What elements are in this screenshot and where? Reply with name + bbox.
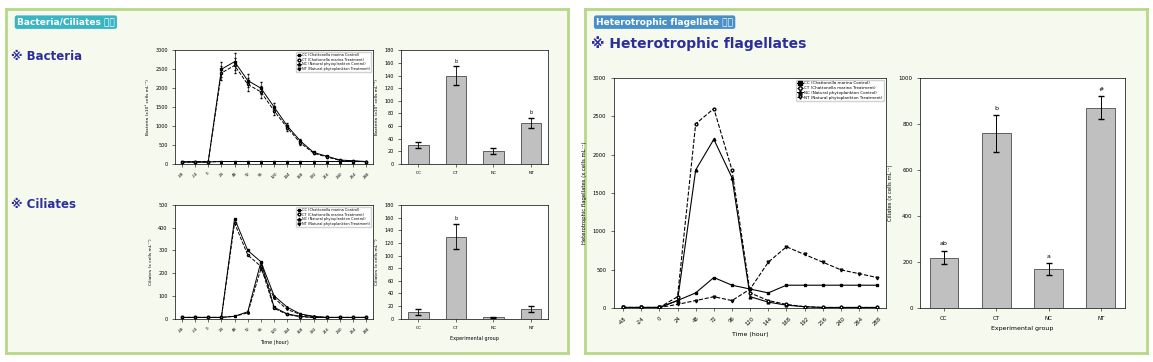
Legend: CC (Chattonella marina Control), CT (Chattonella marina Treatment), NC (Natural : CC (Chattonella marina Control), CT (Cha… [796, 80, 884, 101]
Legend: CC (Chattonella marina Control), CT (Chattonella marina Treatment), NC (Natural : CC (Chattonella marina Control), CT (Cha… [296, 207, 371, 227]
Y-axis label: Ciliates (x cells mL⁻¹): Ciliates (x cells mL⁻¹) [375, 239, 378, 285]
Y-axis label: Bacteria (x10⁶ cells mL⁻¹): Bacteria (x10⁶ cells mL⁻¹) [375, 79, 378, 135]
Bar [408, 145, 429, 164]
Text: ab: ab [940, 241, 948, 247]
Bar [445, 237, 466, 319]
Text: a: a [1047, 254, 1050, 259]
X-axis label: Experimental group: Experimental group [451, 336, 499, 341]
Bar [483, 151, 504, 164]
Text: b: b [994, 106, 998, 110]
Bar [521, 123, 542, 164]
Bar [982, 133, 1011, 308]
Y-axis label: Heterotrophic flagellates (x cells mL⁻¹): Heterotrophic flagellates (x cells mL⁻¹) [582, 142, 587, 244]
X-axis label: Time (hour): Time (hour) [259, 340, 288, 345]
Text: ※ Heterotrophic flagellates: ※ Heterotrophic flagellates [590, 37, 806, 51]
Text: #: # [1099, 87, 1103, 92]
Legend: CC (Chattonella marina Control), CT (Chattonella marina Treatment), NC (Natural : CC (Chattonella marina Control), CT (Cha… [296, 52, 371, 72]
Text: ※ Bacteria: ※ Bacteria [12, 50, 83, 63]
X-axis label: Time (hour): Time (hour) [732, 332, 768, 337]
Bar [929, 257, 958, 308]
Bar [408, 312, 429, 319]
X-axis label: Experimental group: Experimental group [992, 327, 1054, 332]
Bar [1086, 108, 1115, 308]
Text: b: b [529, 110, 533, 115]
Text: Bacteria/Ciliates 댠화: Bacteria/Ciliates 댠화 [17, 18, 115, 27]
Bar [1034, 269, 1063, 308]
Bar [483, 317, 504, 319]
Bar [521, 309, 542, 319]
Text: b: b [454, 216, 458, 222]
Y-axis label: Ciliates (x cells mL⁻¹): Ciliates (x cells mL⁻¹) [149, 239, 152, 285]
Y-axis label: Bacteria (x10⁶ cells mL⁻¹): Bacteria (x10⁶ cells mL⁻¹) [145, 79, 150, 135]
Text: Heterotrophic flagellate 변화: Heterotrophic flagellate 변화 [596, 18, 733, 27]
Text: ※ Ciliates: ※ Ciliates [12, 198, 76, 211]
Bar [445, 76, 466, 164]
Text: b: b [454, 59, 458, 64]
Y-axis label: Ciliates (x cells mL⁻¹): Ciliates (x cells mL⁻¹) [888, 165, 894, 221]
